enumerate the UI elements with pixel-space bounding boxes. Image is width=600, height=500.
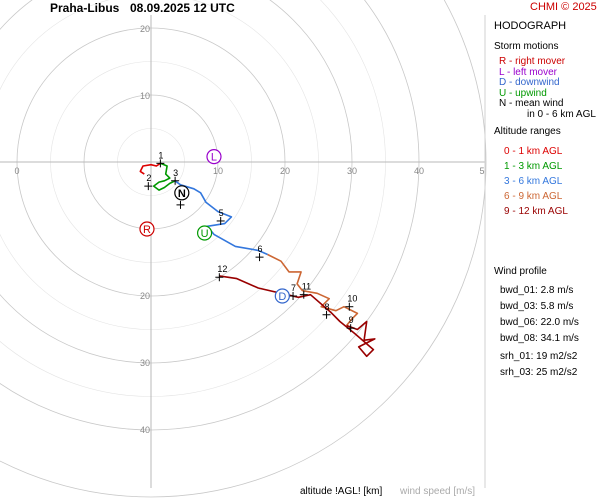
x-tick-label: 5 [479,166,484,176]
wind-profile-item: bwd_03: 5.8 m/s [500,301,574,312]
x-tick-label: 20 [280,166,290,176]
storm-marker-letter: L [211,152,217,164]
storm-marker-n: N [174,185,190,201]
storm-marker-d: D [274,288,290,304]
x-tick-label: 30 [347,166,357,176]
wind-profile-item: bwd_01: 2.8 m/s [500,285,574,296]
valid-datetime: 08.09.2025 12 UTC [130,1,235,15]
y-tick-label: 20 [140,291,150,301]
hodograph-axes [0,15,486,488]
storm-marker-letter: N [178,188,186,200]
height-marker-8: 8 [322,302,331,319]
height-marker-label: 9 [349,315,354,325]
height-marker-label: 5 [219,208,224,218]
storm-marker-circle [139,221,155,237]
trace-segment-4 [267,253,359,327]
height-marker-label: 2 [146,173,151,183]
trace-segment-2 [152,162,176,191]
height-marker-label: 7 [291,283,296,293]
height-marker-10: 10 [345,294,357,311]
storm-legend-r: R - right mover [499,56,566,67]
height-marker-12: 12 [215,264,227,282]
trace-segment-1 [139,162,161,175]
storm-marker-l: L [206,149,222,165]
height-marker-label: 1 [158,150,163,160]
wind-profile-title: Wind profile [494,266,547,277]
trace-segment-3 [174,180,268,256]
storm-legend-u: U - upwind [499,87,547,99]
wind-profile-item: srh_03: 25 m2/s2 [500,367,578,378]
height-marker-2: 2 [144,173,153,191]
height-marker-label: 11 [302,282,311,292]
height-marker-label: 10 [347,294,357,304]
x-tick-label: 40 [414,166,424,176]
station-name: Praha-Libus [50,1,120,15]
storm-marker-circle [197,225,213,241]
x-tick-label: 0 [14,166,19,176]
height-marker-6: 6 [255,244,264,262]
height-marker-label: 12 [217,264,227,274]
storm-marker-circle [174,185,190,201]
height-marker-3: 3 [171,168,180,185]
y-tick-label: 10 [140,91,150,101]
height-marker-7: 7 [289,283,298,300]
storm-legend-n: N - mean wind [499,98,564,109]
height-marker-11: 11 [299,282,311,299]
storm-motions-title: Storm motions [494,41,559,52]
altitude-legend-item: 3 - 6 km AGL [504,176,563,187]
wind-profile-item: bwd_06: 22.0 m/s [500,317,579,328]
x-tick-label: 10 [213,166,223,176]
storm-legend-n-sub: in 0 - 6 km AGL [527,108,596,120]
height-marker-9: 9 [346,315,355,333]
storm-legend-d: D - downwind [499,77,560,88]
height-markers: 123456789101112 [144,150,357,333]
storm-marker-letter: D [278,291,286,303]
storm-marker-circle [274,288,290,304]
altitude-legend-item: 1 - 3 km AGL [504,161,563,172]
storm-motion-markers: R L U D N [139,149,290,304]
height-marker-label: 6 [258,244,263,254]
range-ring-50 [0,0,487,498]
altitude-ranges-title: Altitude ranges [494,126,561,137]
height-marker-label: 3 [173,168,178,178]
wind-speed-axis-label: wind speed [m/s] [400,486,476,497]
y-tick-label: 40 [140,425,150,435]
storm-marker-letter: R [143,224,151,236]
storm-legend-l: L - left mover [499,66,557,78]
panel-title: HODOGRAPH [494,20,567,32]
storm-marker-u: U [197,225,213,241]
altitude-legend-item: 0 - 1 km AGL [504,146,563,157]
storm-marker-circle [206,149,222,165]
storm-marker-r: R [139,221,155,237]
storm-marker-letter: U [201,228,209,240]
altitude-legend-item: 9 - 12 km AGL [504,206,568,217]
height-marker-5: 5 [216,208,225,225]
altitude-axis-label: altitude !AGL! [km] [300,486,383,497]
wind-profile-item: bwd_08: 34.1 m/s [500,333,579,344]
wind-profile-item: srh_01: 19 m2/s2 [500,351,578,362]
height-marker-1: 1 [156,150,165,168]
y-tick-label: 30 [140,358,150,368]
altitude-legend-item: 6 - 9 km AGL [504,191,563,202]
height-marker-label: 8 [325,302,330,312]
credit-label: CHMI © 2025 [530,1,597,13]
y-tick-label: 20 [140,24,150,34]
